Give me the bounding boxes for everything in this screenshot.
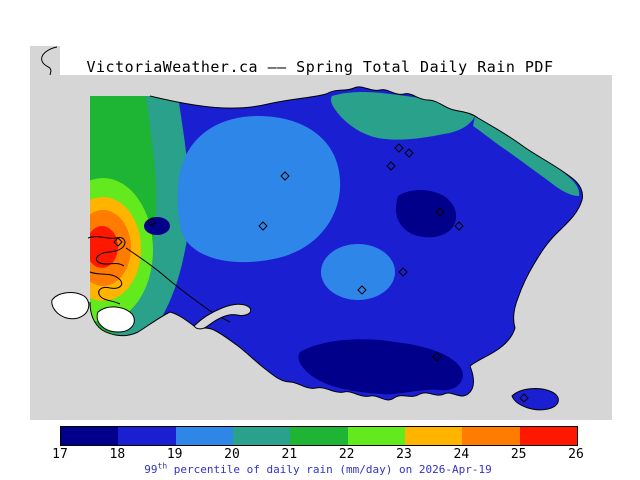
colorbar-ticks: 17 18 19 20 21 22 23 24 25 26 bbox=[52, 447, 584, 462]
colorbar-tick-19: 19 bbox=[166, 447, 183, 462]
station-diamond-marker bbox=[519, 393, 529, 403]
harbour-inlet-line-1 bbox=[87, 236, 126, 267]
station-diamond-marker bbox=[386, 161, 396, 171]
colorbar-tick-23: 23 bbox=[396, 447, 412, 462]
page-title: VictoriaWeather.ca —— Spring Total Daily… bbox=[86, 58, 554, 76]
map-corner-patch bbox=[30, 46, 60, 78]
contour-region-25-26 bbox=[90, 226, 118, 268]
station-diamond-marker bbox=[432, 352, 442, 362]
colorbar-caption: 99th percentile of daily rain (mm/day) o… bbox=[60, 461, 576, 476]
colorbar bbox=[60, 426, 578, 446]
colorbar-tick-20: 20 bbox=[224, 447, 240, 462]
colorbar-tick-24: 24 bbox=[453, 447, 470, 462]
caption-superscript: th bbox=[157, 461, 168, 471]
coastlines bbox=[41, 46, 583, 401]
corner-coastline bbox=[41, 46, 58, 76]
colorbar-tick-25: 25 bbox=[510, 447, 527, 462]
contour-region-17-18-south bbox=[298, 339, 463, 395]
station-markers bbox=[113, 143, 529, 403]
main-coastline bbox=[89, 86, 583, 401]
colorbar-tick-21: 21 bbox=[281, 447, 298, 462]
station-diamond-marker bbox=[147, 217, 157, 227]
contour-region-20-21-east bbox=[473, 116, 580, 196]
colorbar-segment-24-25 bbox=[462, 427, 520, 445]
colorbar-segment-25-26 bbox=[519, 427, 577, 445]
colorbar-segment-23-24 bbox=[404, 427, 463, 445]
contour-region-17-18-west bbox=[144, 217, 170, 235]
contour-region-19-20-pool bbox=[177, 116, 341, 263]
island-west-1 bbox=[51, 292, 90, 320]
caption-prefix: 99 bbox=[144, 463, 158, 476]
contour-region-19-20-oval bbox=[321, 244, 395, 300]
station-diamond-marker bbox=[398, 267, 408, 277]
station-diamond-marker bbox=[404, 148, 414, 158]
bay-inlet bbox=[193, 303, 252, 330]
contour-region-17-18-northeast bbox=[395, 190, 457, 238]
island-west-2 bbox=[96, 306, 135, 333]
station-diamond-marker bbox=[113, 237, 123, 247]
station-diamond-marker bbox=[280, 171, 290, 181]
colorbar-segment-17-18 bbox=[61, 427, 119, 445]
colorbar-segment-18-19 bbox=[118, 427, 176, 445]
colorbar-tick-18: 18 bbox=[109, 447, 126, 462]
harbour-inlet-line-2 bbox=[89, 271, 123, 305]
contour-region-20-21-north bbox=[330, 92, 475, 140]
colorbar-segment-21-22 bbox=[290, 427, 348, 445]
colorbar-segment-19-20 bbox=[175, 427, 233, 445]
colorbar-segment-22-23 bbox=[347, 427, 405, 445]
colorbar-tick-26: 26 bbox=[568, 447, 584, 462]
station-diamond-marker bbox=[435, 207, 445, 217]
station-diamond-marker bbox=[357, 285, 367, 295]
colorbar-tick-22: 22 bbox=[338, 447, 355, 462]
colorbar-tick-17: 17 bbox=[52, 447, 68, 462]
caption-rest: percentile of daily rain (mm/day) on 202… bbox=[167, 463, 492, 476]
colorbar-segment-20-21 bbox=[232, 427, 291, 445]
station-diamond-marker bbox=[454, 221, 464, 231]
station-diamond-marker bbox=[394, 143, 404, 153]
station-diamond-marker bbox=[258, 221, 268, 231]
